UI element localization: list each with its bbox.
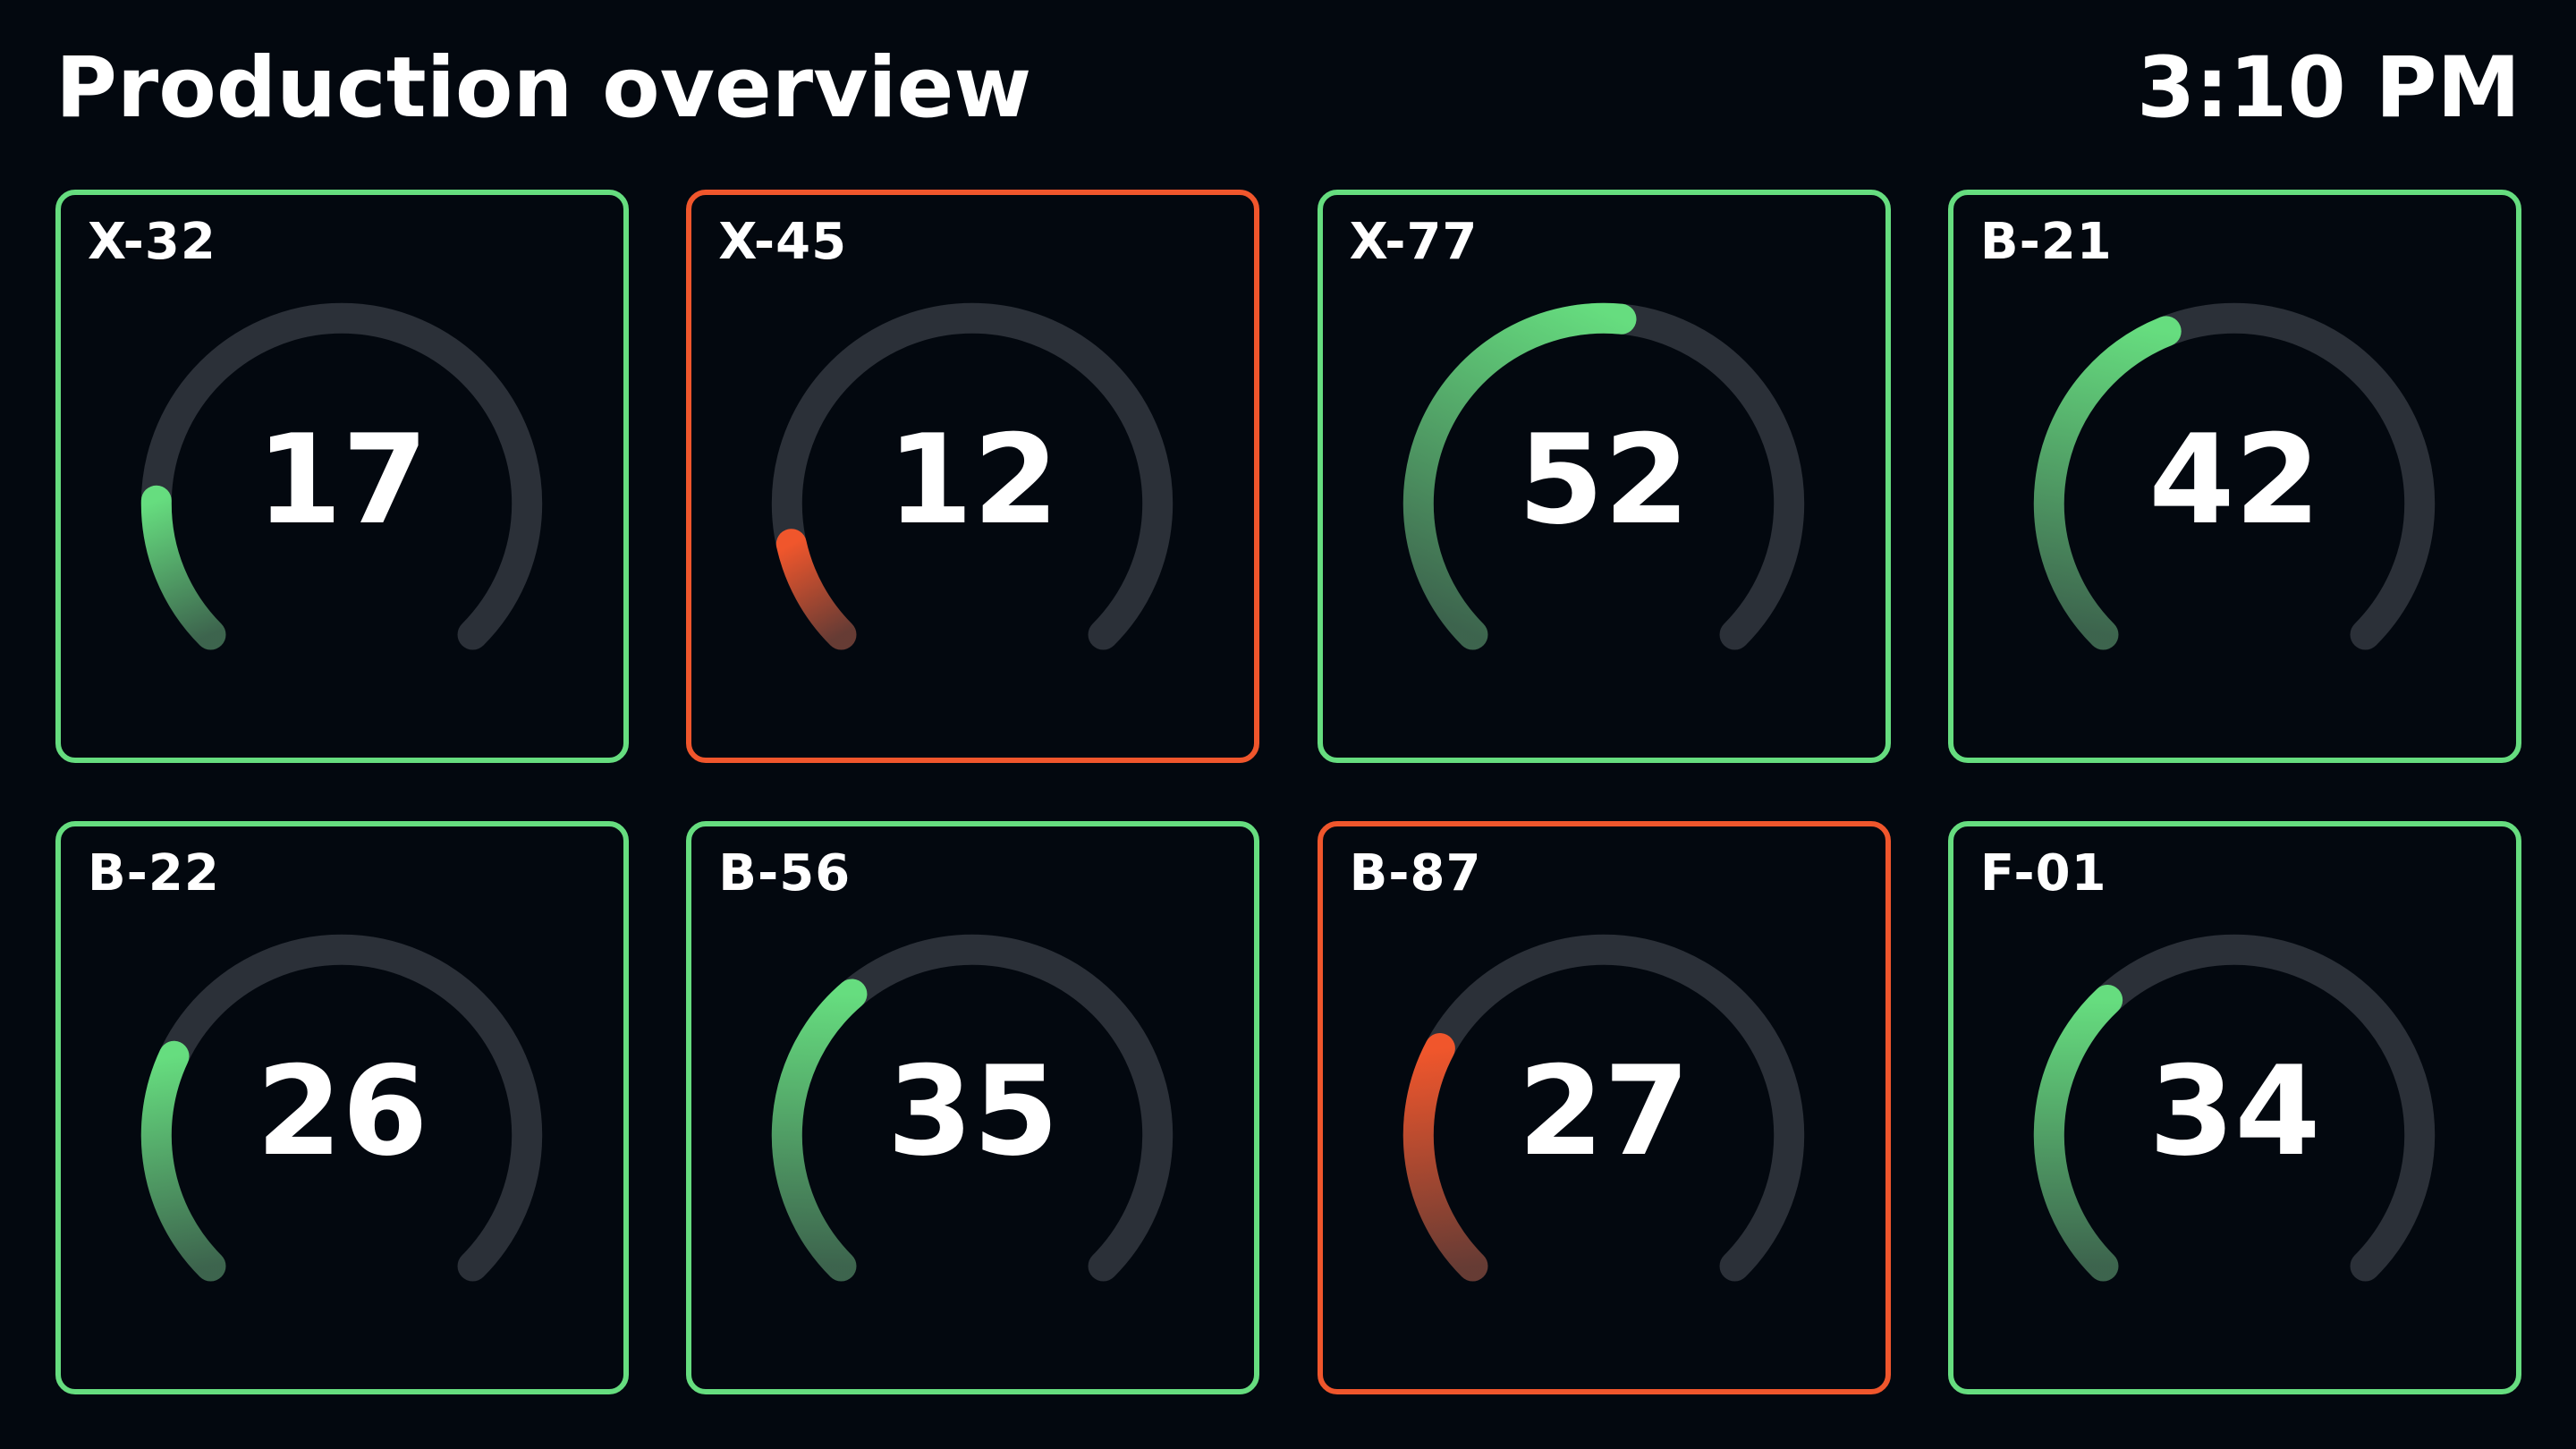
gauge-value: 26	[256, 1039, 428, 1183]
gauge-value: 17	[256, 408, 428, 552]
gauge	[2033, 302, 2436, 650]
clock: 3:10 PM	[2137, 38, 2521, 137]
gauge-fill	[776, 529, 857, 650]
gauge	[140, 934, 543, 1282]
gauge-fill	[2033, 984, 2123, 1282]
gauge-value: 35	[886, 1039, 1059, 1183]
gauge-fill	[1402, 302, 1637, 650]
gauge-value: 42	[2148, 408, 2321, 552]
page-title: Production overview	[55, 38, 1032, 137]
gauge-value: 12	[886, 408, 1059, 552]
machine-id-label: B-22	[88, 844, 220, 902]
machine-id-label: X-77	[1349, 213, 1479, 271]
header: Production overview 3:10 PM	[55, 34, 2521, 141]
machine-tile-b-56[interactable]: B-56 35	[686, 821, 1260, 1394]
gauge	[1402, 302, 1804, 650]
gauge-value: 34	[2148, 1039, 2321, 1183]
gauge-fill	[772, 979, 868, 1282]
machine-tile-b-21[interactable]: B-21 42	[1947, 190, 2521, 763]
gauge-value: 27	[1518, 1039, 1690, 1183]
machine-id-label: B-56	[718, 844, 852, 902]
gauge	[772, 302, 1174, 650]
gauge	[772, 934, 1174, 1282]
gauge	[1402, 934, 1804, 1282]
machine-id-label: X-32	[88, 213, 216, 271]
gauge	[2033, 934, 2436, 1282]
gauge-fill	[1402, 1033, 1488, 1282]
machine-id-label: B-87	[1349, 844, 1482, 902]
gauge-value: 52	[1518, 408, 1690, 552]
machine-id-label: F-01	[1979, 844, 2107, 902]
gauge-fill	[140, 1040, 226, 1282]
gauge	[140, 302, 543, 650]
gauge-fill	[140, 485, 226, 650]
machine-tile-b-22[interactable]: B-22 26	[55, 821, 629, 1394]
machine-tile-b-87[interactable]: B-87 27	[1317, 821, 1891, 1394]
machine-tile-f-01[interactable]: F-01 34	[1947, 821, 2521, 1394]
machine-grid: X-32 17 X-45 12 X-77 52 B-21 42 B-22 26 B-56 35 B-87…	[55, 190, 2521, 1395]
gauge-track	[772, 302, 1174, 650]
machine-id-label: B-21	[1979, 213, 2113, 271]
machine-tile-x-45[interactable]: X-45 12	[686, 190, 1260, 763]
machine-id-label: X-45	[718, 213, 848, 271]
machine-tile-x-32[interactable]: X-32 17	[55, 190, 629, 763]
machine-tile-x-77[interactable]: X-77 52	[1317, 190, 1891, 763]
gauge-fill	[2033, 316, 2182, 650]
